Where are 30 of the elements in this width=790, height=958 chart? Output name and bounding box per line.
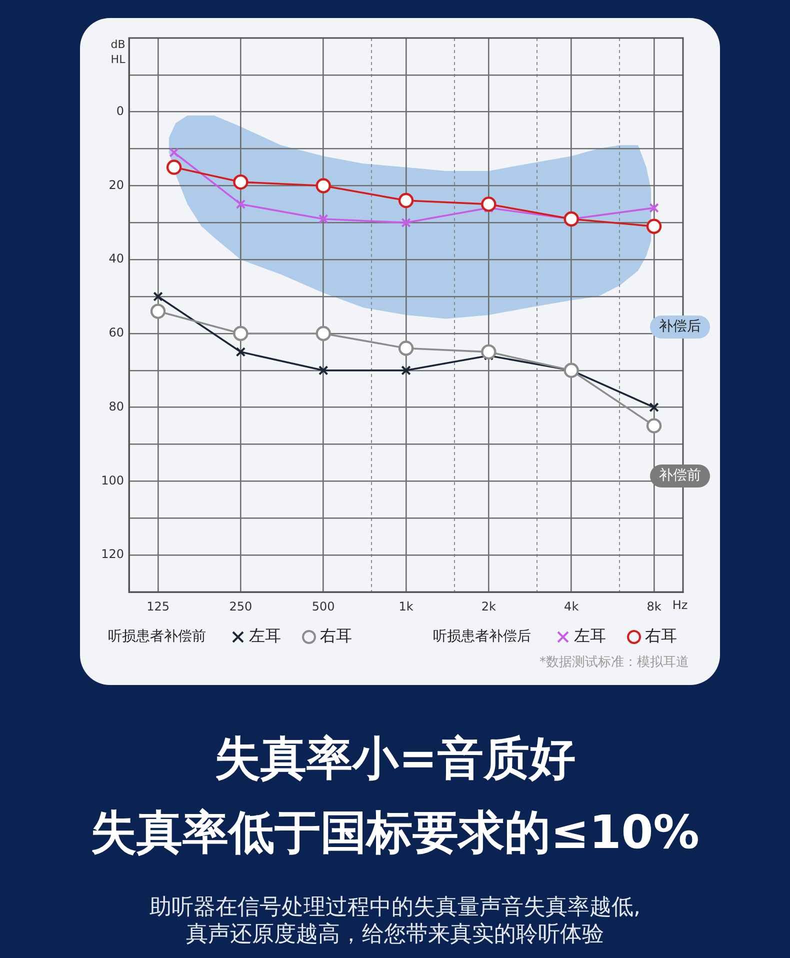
text: 听损患者补偿前 bbox=[108, 628, 206, 645]
text: 听损患者补偿后 bbox=[433, 628, 531, 645]
y-tick-label: 20 bbox=[108, 178, 124, 192]
annotation: 补偿后 bbox=[659, 318, 701, 335]
y-tick-label: 40 bbox=[108, 252, 124, 266]
text: 失真率小=音质好 bbox=[214, 730, 576, 786]
y-tick-label: 0 bbox=[116, 104, 124, 118]
y-axis-title: dB HL bbox=[110, 38, 126, 66]
text: 助听器在信号处理过程中的失真量声音失真率越低, 真声还原度越高，给您带来真实的聆听体验 bbox=[148, 894, 642, 948]
x-axis-title: Hz bbox=[672, 598, 688, 612]
x-tick-label: 4k bbox=[564, 599, 579, 614]
x-tick-label: 1k bbox=[398, 599, 414, 614]
tag-badge: 补偿后 bbox=[650, 316, 710, 339]
y-tick-label: 60 bbox=[108, 326, 124, 340]
legend-label: 左耳 bbox=[249, 626, 281, 646]
legend-label: 右耳 bbox=[645, 626, 677, 646]
text: *数据测试标准：模拟耳道 bbox=[540, 654, 689, 672]
text: 失真率低于国标要求的≤10% bbox=[90, 804, 700, 860]
y-tick-label: 100 bbox=[101, 473, 124, 488]
x-tick-label: 250 bbox=[229, 599, 252, 614]
x-tick-label: 8k bbox=[646, 599, 662, 614]
legend-label: 左耳 bbox=[574, 626, 606, 646]
x-tick-label: 125 bbox=[146, 599, 170, 614]
legend-label: 右耳 bbox=[320, 626, 352, 646]
annotation: 补偿前 bbox=[659, 467, 701, 484]
y-tick-label: 80 bbox=[108, 399, 124, 414]
x-tick-label: 500 bbox=[312, 599, 335, 614]
tag-badge: 补偿前 bbox=[650, 464, 710, 488]
x-tick-label: 2k bbox=[481, 599, 496, 614]
y-tick-label: 120 bbox=[101, 547, 124, 562]
